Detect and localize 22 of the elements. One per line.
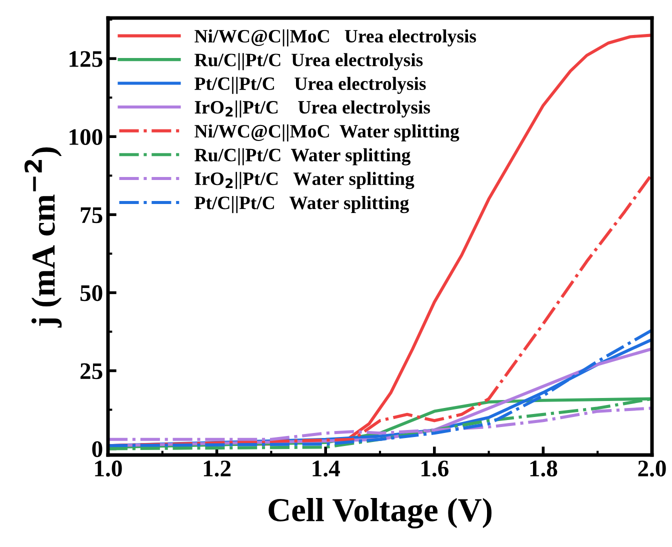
x-tick-label: 1.4 (312, 460, 340, 477)
y-tick-label: 100 (70, 129, 102, 146)
y-tick-label: 75 (80, 207, 102, 224)
y-tick-label: 25 (80, 363, 102, 380)
x-tick-label: 1.2 (204, 460, 231, 477)
legend-label: Ru/C||Pt/C Water splitting (194, 148, 411, 166)
legend-label: IrO$_{2}$||Pt/C Urea electrolysis (194, 100, 430, 118)
x-tick-label: 1.6 (422, 460, 448, 477)
x-tick-label: 1.8 (530, 460, 558, 477)
legend-label: Ni/WC@C||MoC Urea electrolysis (194, 29, 476, 46)
legend-label: Pt/C||Pt/C Urea electrolysis (194, 76, 426, 94)
x-axis-title: Cell Voltage (V) (268, 498, 492, 528)
legend-label: Ni/WC@C||MoC Water splitting (194, 124, 460, 142)
x-tick-label: 2.0 (638, 460, 666, 477)
y-tick-label: 125 (70, 51, 102, 68)
y-axis-title: j (mA cm$^{−2}$) (24, 147, 62, 328)
y-tick-label: 50 (80, 285, 102, 302)
y-tick-label: 0 (92, 441, 102, 458)
x-tick-label: 1.0 (95, 460, 122, 477)
legend-label: IrO$_{2}$||Pt/C Water splitting (194, 172, 414, 190)
legend-label: Ru/C||Pt/C Urea electrolysis (194, 53, 423, 70)
legend-label: Pt/C||Pt/C Water splitting (194, 196, 409, 214)
